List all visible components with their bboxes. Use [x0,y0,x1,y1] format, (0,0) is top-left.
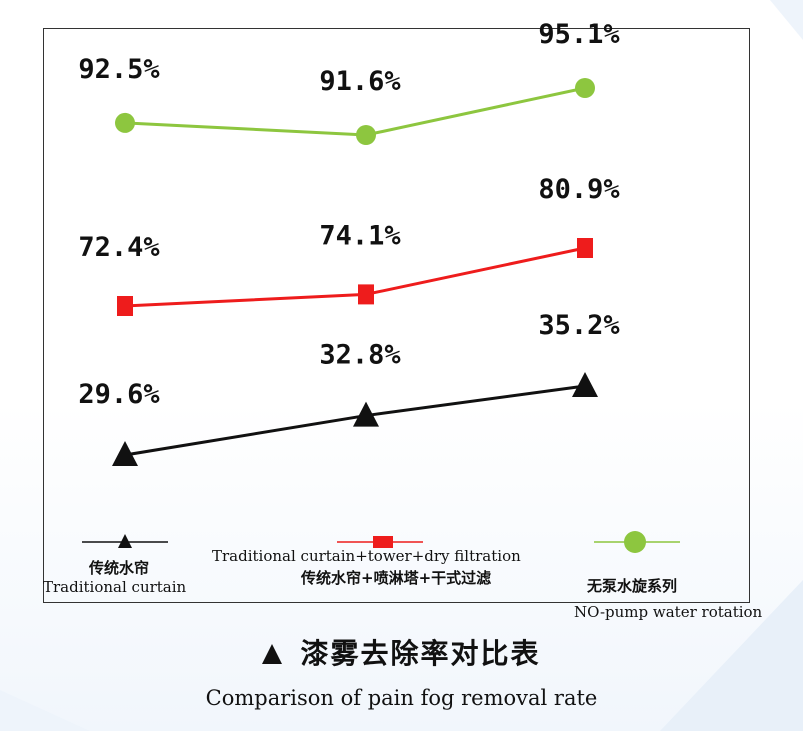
data-point-0-0 [115,112,135,133]
data-point-1-2 [577,238,593,258]
legend-label-tower-en: Traditional curtain+tower+dry filtration [212,547,521,565]
data-point-1-0 [117,296,133,316]
data-point-0-1 [356,125,376,145]
legend-label-nopump-zh: 无泵水旋系列 [587,577,678,595]
data-point-0-2 [575,78,595,98]
legend-label-traditional-en: Traditional curtain [43,578,187,596]
data-point-2-0 [112,441,138,466]
data-label-0-1: 91.6% [319,66,401,97]
data-label-2-2: 35.2% [538,310,620,341]
chart-title-row: 漆雾去除率对比表 [0,632,803,672]
chart-title: 漆雾去除率对比表 [300,637,541,670]
data-label-1-1: 74.1% [319,220,401,251]
series-line-2 [124,384,586,457]
data-label-0-2: 95.1% [538,19,620,50]
data-label-1-0: 72.4% [78,232,160,263]
data-label-2-0: 29.6% [78,379,160,410]
data-point-2-2 [572,372,598,397]
data-label-2-1: 32.8% [319,340,401,371]
chart-subtitle: Comparison of pain fog removal rate [205,686,598,710]
triangle-icon [262,644,283,664]
chart-frame [43,28,750,603]
data-point-1-1 [358,284,374,305]
data-label-0-0: 92.5% [78,54,160,85]
data-label-1-2: 80.9% [538,174,620,205]
legend-label-traditional-zh: 传统水帘 [89,559,150,577]
data-point-2-1 [353,401,379,427]
legend-label-tower-zh: 传统水帘+喷淋塔+干式过滤 [301,569,492,587]
series-line-1 [124,246,586,308]
legend-label-nopump-en: NO-pump water rotation [574,603,763,621]
